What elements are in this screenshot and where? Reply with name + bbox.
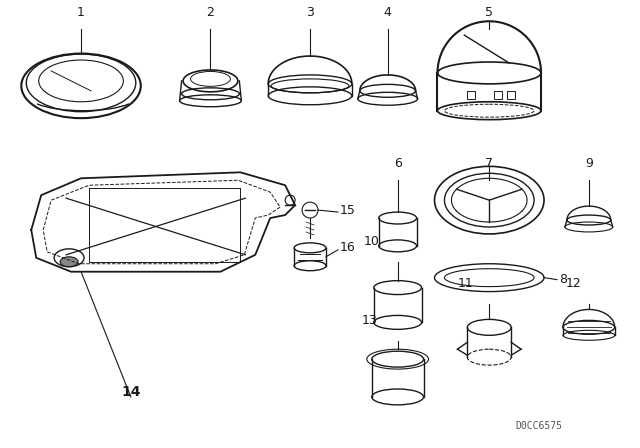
Ellipse shape [60, 257, 78, 267]
Text: D0CC6575: D0CC6575 [516, 421, 563, 431]
Text: 8: 8 [559, 273, 567, 286]
Text: 16: 16 [340, 241, 356, 254]
Text: 6: 6 [394, 157, 401, 170]
Bar [467, 91, 476, 99]
Text: 13: 13 [362, 314, 378, 327]
Text: 11: 11 [458, 276, 473, 289]
Bar [507, 91, 515, 99]
Bar [494, 91, 502, 99]
Text: 1: 1 [77, 6, 85, 19]
Text: 10: 10 [364, 235, 380, 248]
Text: 4: 4 [384, 6, 392, 19]
Text: 12: 12 [566, 276, 582, 289]
Text: 9: 9 [585, 157, 593, 170]
Text: 3: 3 [306, 6, 314, 19]
Text: 5: 5 [485, 6, 493, 19]
Text: 15: 15 [340, 203, 356, 216]
Text: 7: 7 [485, 157, 493, 170]
Text: 14: 14 [121, 385, 141, 399]
Text: 2: 2 [207, 6, 214, 19]
